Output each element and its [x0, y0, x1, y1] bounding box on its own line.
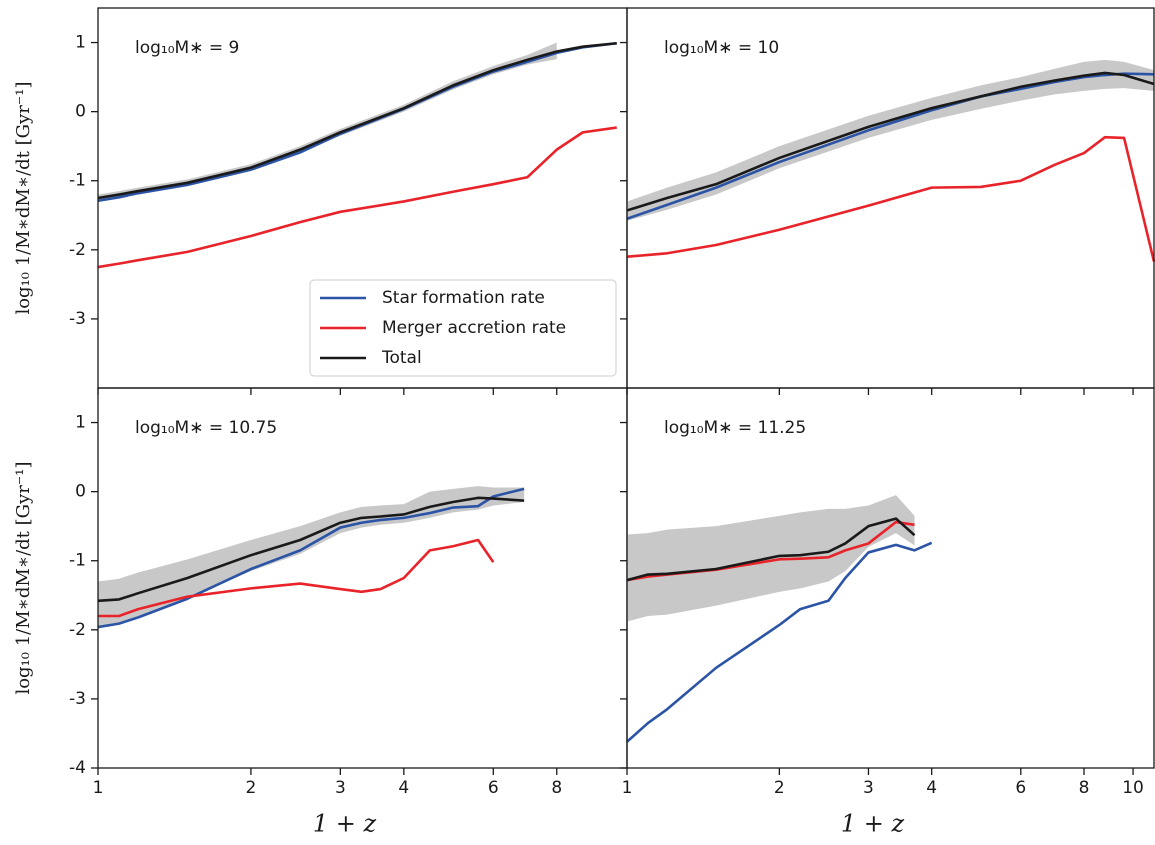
y-tick-label: 1	[75, 33, 86, 53]
y-tick-label: -3	[69, 689, 86, 709]
x-axis-label: 1 + z	[313, 810, 377, 838]
series-line	[626, 71, 1155, 212]
series-line	[626, 517, 916, 582]
y-axis-label: log₁₀ 1/M∗dM∗/dt [Gyr⁻¹]	[13, 461, 34, 694]
uncertainty-band	[627, 59, 1154, 221]
y-tick-label: -4	[69, 758, 86, 778]
x-tick-label: 10	[1122, 778, 1144, 798]
legend-label: Merger accretion rate	[382, 318, 566, 338]
series-line	[97, 496, 525, 603]
uncertainty-band	[98, 42, 557, 202]
x-tick-label: 1	[93, 778, 104, 798]
series-line	[626, 135, 1155, 262]
panel-annotation: log₁₀M∗ = 11.25	[664, 418, 806, 438]
series-line	[97, 487, 525, 629]
x-tick-label: 2	[246, 778, 257, 798]
x-tick-label: 4	[926, 778, 937, 798]
series-line	[97, 41, 617, 203]
y-tick-label: -2	[69, 240, 86, 260]
panel-annotation: log₁₀M∗ = 10	[664, 38, 779, 58]
y-tick-label: 0	[75, 482, 86, 502]
uncertainty-band	[98, 486, 525, 627]
x-tick-label: 8	[1079, 778, 1090, 798]
legend-box	[309, 279, 617, 377]
y-tick-label: -2	[69, 620, 86, 640]
y-axis-label: log₁₀ 1/M∗dM∗/dt [Gyr⁻¹]	[13, 81, 34, 314]
y-tick-label: 0	[75, 102, 86, 122]
y-tick-label: 1	[75, 413, 86, 433]
legend-label: Star formation rate	[382, 288, 545, 308]
x-tick-label: 2	[774, 778, 785, 798]
x-tick-label: 8	[551, 778, 562, 798]
x-tick-label: 4	[398, 778, 409, 798]
y-tick-label: -3	[69, 309, 86, 329]
x-axis-label: 1 + z	[841, 810, 905, 838]
series-line	[626, 541, 933, 743]
series-line	[97, 41, 617, 200]
y-tick-label: -1	[69, 171, 86, 191]
panel-annotation: log₁₀M∗ = 9	[135, 38, 239, 58]
legend-label: Total	[381, 348, 422, 368]
panel-annotation: log₁₀M∗ = 10.75	[135, 418, 277, 438]
x-tick-label: 3	[863, 778, 874, 798]
panel-frame	[626, 387, 1155, 769]
series-line	[98, 538, 495, 618]
x-tick-label: 3	[335, 778, 346, 798]
y-tick-label: -1	[69, 551, 86, 571]
x-tick-label: 6	[1015, 778, 1026, 798]
x-tick-label: 1	[622, 778, 633, 798]
series-line	[97, 126, 617, 269]
x-tick-label: 6	[488, 778, 499, 798]
